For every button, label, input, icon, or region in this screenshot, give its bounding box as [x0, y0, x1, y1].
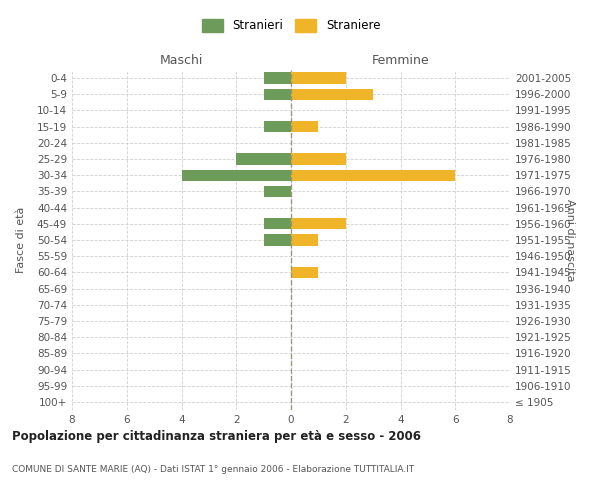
Bar	[291, 154, 346, 164]
Legend: Stranieri, Straniere: Stranieri, Straniere	[197, 14, 385, 37]
Bar	[263, 88, 291, 100]
Text: Femmine: Femmine	[371, 54, 430, 68]
Text: Anni di nascita: Anni di nascita	[565, 198, 575, 281]
Bar	[291, 266, 319, 278]
Bar	[263, 186, 291, 197]
Bar	[263, 218, 291, 230]
Bar	[291, 72, 346, 84]
Bar	[291, 170, 455, 181]
Text: Fasce di età: Fasce di età	[16, 207, 26, 273]
Bar	[263, 234, 291, 246]
Bar	[236, 154, 291, 164]
Bar	[291, 218, 346, 230]
Bar	[291, 234, 319, 246]
Bar	[182, 170, 291, 181]
Text: COMUNE DI SANTE MARIE (AQ) - Dati ISTAT 1° gennaio 2006 - Elaborazione TUTTITALI: COMUNE DI SANTE MARIE (AQ) - Dati ISTAT …	[12, 465, 414, 474]
Bar	[263, 72, 291, 84]
Bar	[291, 88, 373, 100]
Bar	[291, 121, 319, 132]
Text: Maschi: Maschi	[160, 54, 203, 68]
Text: Popolazione per cittadinanza straniera per età e sesso - 2006: Popolazione per cittadinanza straniera p…	[12, 430, 421, 443]
Bar	[263, 121, 291, 132]
